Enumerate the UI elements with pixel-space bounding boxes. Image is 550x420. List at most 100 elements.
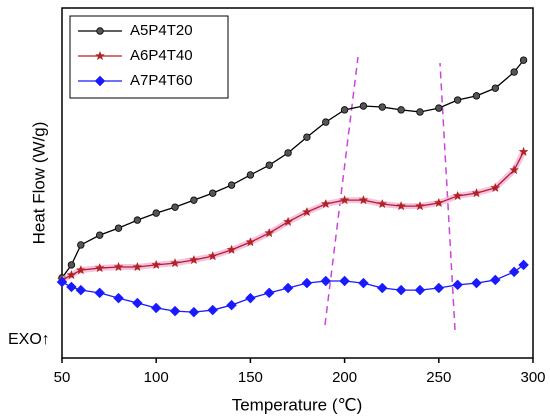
marker [264,227,275,238]
marker [433,282,445,294]
marker [518,259,529,271]
marker [114,224,123,232]
marker [358,194,369,205]
marker [226,244,237,255]
marker [284,149,292,157]
marker [301,206,312,217]
marker [132,297,143,309]
marker [397,106,405,114]
marker [263,287,275,299]
marker [190,196,198,204]
marker [491,84,500,92]
legend-box [69,15,229,99]
marker [245,292,256,304]
guide-line [439,62,456,331]
marker [471,187,482,198]
marker [519,56,528,64]
marker [339,275,350,287]
marker [132,261,143,272]
marker [414,284,426,296]
marker [283,216,294,227]
marker [227,181,236,189]
marker [170,257,181,268]
marker [378,103,386,111]
marker [433,197,444,208]
marker [518,146,529,157]
marker [509,164,520,175]
guide-line [324,56,359,326]
marker [282,282,294,294]
x-tick-label: 250 [426,369,451,386]
marker [169,305,181,317]
legend-marker [96,27,104,35]
marker [94,287,106,299]
legend-marker [94,75,106,87]
marker [339,194,350,205]
marker [301,277,313,289]
marker [396,200,407,211]
marker [416,108,424,116]
marker [151,259,162,270]
marker [452,279,463,291]
marker [152,209,160,217]
marker [489,274,501,286]
x-tick-label: 150 [238,369,263,386]
marker [320,198,331,209]
marker [226,299,237,311]
marker [207,250,218,261]
marker [209,189,217,197]
marker [320,275,332,287]
marker [377,198,388,209]
marker [188,306,200,318]
marker [75,264,86,275]
annotation: EXO↑ [8,331,50,348]
y-axis-label: Heat Flow (W/g) [29,122,48,245]
marker [56,276,68,288]
series-glow [60,150,527,283]
marker [472,92,481,100]
marker [510,68,518,76]
marker [133,216,142,224]
legend-marker [94,50,106,61]
marker [435,104,443,112]
marker [95,231,104,239]
marker [376,282,388,294]
legend-label: A5P4T20 [130,22,193,39]
x-tick-label: 100 [144,369,169,386]
marker [245,236,256,247]
x-tick-label: 200 [332,369,357,386]
marker [66,269,77,280]
series-line [61,151,525,281]
marker [508,266,520,278]
marker [452,190,463,201]
marker [207,304,219,316]
marker [188,254,199,265]
marker [67,261,76,269]
marker [265,161,273,169]
marker [359,102,368,110]
marker [303,133,311,141]
marker [453,96,462,104]
marker [246,171,255,179]
legend-label: A6P4T40 [130,47,193,64]
marker [94,262,105,273]
marker [75,284,87,296]
marker [471,277,482,289]
marker [340,106,349,114]
marker [113,292,124,304]
plot-frame [61,7,534,359]
marker [414,200,425,211]
marker [113,261,124,272]
marker [150,302,162,314]
marker [358,277,369,289]
x-tick-label: 50 [54,369,71,386]
marker [171,203,179,211]
marker [490,182,501,193]
legend-label: A7P4T60 [130,72,193,89]
x-axis-label: Temperature (℃) [232,395,363,414]
marker [322,118,330,126]
marker [395,284,407,296]
marker [66,281,77,293]
marker [77,241,85,249]
